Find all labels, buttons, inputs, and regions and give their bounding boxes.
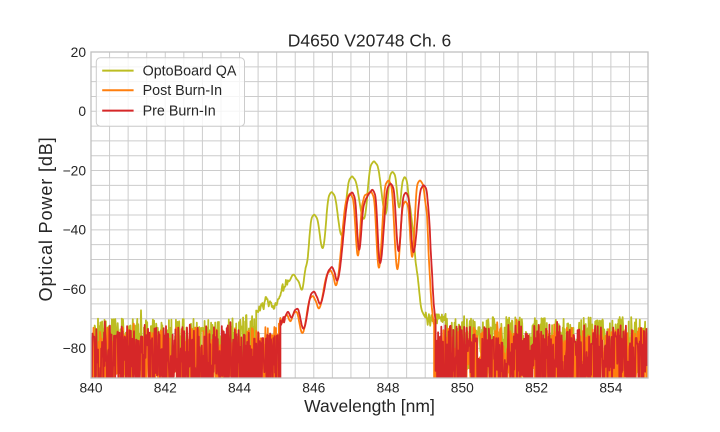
svg-text:842: 842 xyxy=(154,380,177,395)
svg-text:846: 846 xyxy=(302,380,325,395)
svg-text:Optical Power [dB]: Optical Power [dB] xyxy=(36,136,56,301)
svg-text:852: 852 xyxy=(525,380,548,395)
svg-text:840: 840 xyxy=(79,380,102,395)
svg-text:Wavelength [nm]: Wavelength [nm] xyxy=(304,396,435,416)
svg-text:−60: −60 xyxy=(63,282,87,297)
svg-text:850: 850 xyxy=(451,380,474,395)
svg-text:0: 0 xyxy=(78,104,86,119)
svg-text:−20: −20 xyxy=(63,163,87,178)
svg-text:854: 854 xyxy=(599,380,622,395)
svg-text:Post Burn-In: Post Burn-In xyxy=(143,83,223,99)
svg-text:D4650 V20748 Ch. 6: D4650 V20748 Ch. 6 xyxy=(288,31,451,51)
svg-text:−40: −40 xyxy=(63,223,87,238)
svg-text:20: 20 xyxy=(71,45,87,60)
svg-text:−80: −80 xyxy=(63,341,87,356)
svg-text:844: 844 xyxy=(228,380,251,395)
svg-text:848: 848 xyxy=(377,380,400,395)
svg-text:Pre Burn-In: Pre Burn-In xyxy=(143,103,216,119)
svg-text:OptoBoard QA: OptoBoard QA xyxy=(143,63,237,79)
